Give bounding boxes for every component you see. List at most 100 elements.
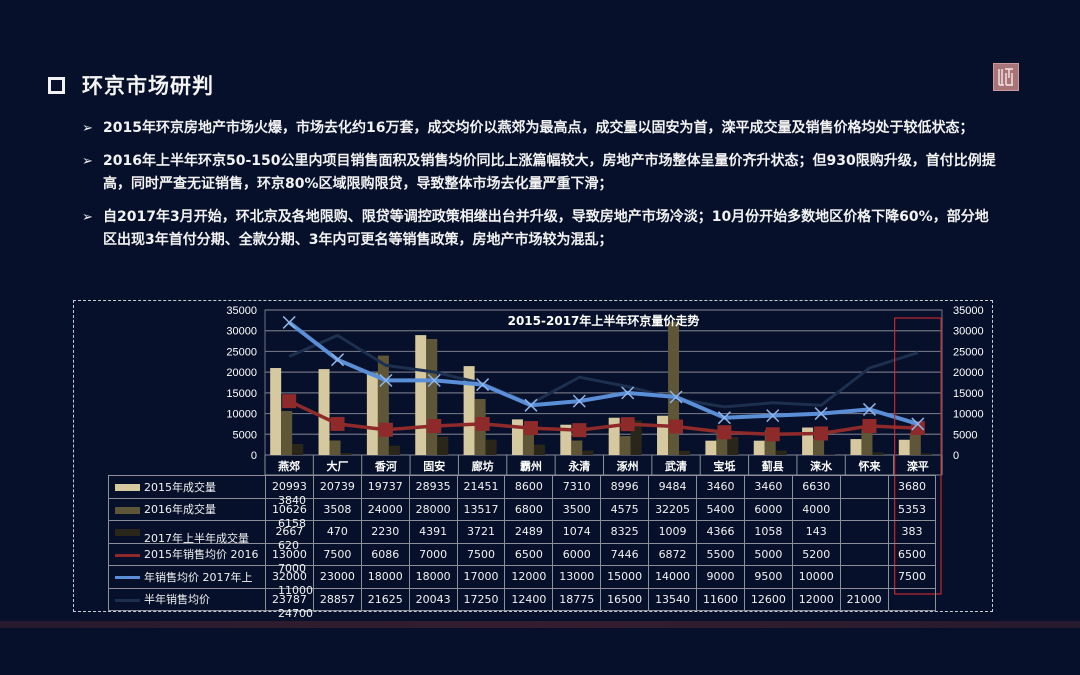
table-cell: 5200: [791, 542, 841, 566]
bar: [582, 450, 594, 455]
legend-label: 2015年成交量: [144, 480, 216, 494]
table-row: 半年销售均价 23787 24700 28857 21625 20043 17250 1240…: [108, 587, 937, 619]
table-cell: 28000: [408, 497, 458, 521]
bar: [764, 430, 776, 455]
bar: [630, 420, 642, 455]
table-cell: 7500: [456, 542, 506, 566]
bar: [872, 452, 884, 455]
table-cell: 4391: [408, 520, 458, 544]
table-cell: [839, 520, 889, 544]
x-category-label: 霸州: [520, 460, 542, 473]
y-tick-label-left: 20000: [226, 367, 257, 379]
bar: [571, 440, 583, 455]
x-category-label: 蓟县: [761, 459, 784, 473]
table-cell: 20739: [312, 475, 362, 499]
legend-label: 2015年销售均价 2016: [144, 548, 259, 562]
table-cell: 6500: [887, 542, 937, 566]
bar: [270, 368, 282, 455]
line-series: [288, 399, 918, 437]
square-marker-icon: [862, 419, 877, 433]
square-marker-icon: [330, 416, 345, 431]
bar: [463, 366, 475, 455]
table-cell: 3508: [312, 497, 362, 521]
x-category-label: 滦平: [907, 459, 929, 473]
bar: [426, 339, 438, 455]
x-category-label: 固安: [423, 459, 445, 473]
bar: [388, 445, 400, 455]
table-cell: 24000: [360, 497, 410, 521]
table-cell: 14000: [648, 565, 698, 589]
table-cell: 2489: [504, 520, 554, 544]
bar: [850, 439, 862, 455]
table-cell: 10000: [791, 565, 841, 589]
y-tick-label-right: 25000: [953, 346, 984, 358]
x-category-label: 武清: [665, 459, 687, 473]
bar: [437, 436, 449, 455]
square-marker-icon: [475, 416, 490, 431]
data-table: 2015年成交量 20993 3840 20739 19737 28935 21451 860…: [108, 475, 937, 619]
bar: [802, 427, 814, 455]
bar: [560, 424, 572, 455]
x-marker-icon: [572, 394, 586, 408]
bar: [824, 454, 836, 455]
table-cell: 143: [791, 520, 841, 544]
bar: [366, 373, 378, 455]
x-marker-icon: [766, 409, 780, 423]
bar: [281, 410, 293, 455]
bar: [753, 440, 765, 455]
x-marker-icon: [282, 315, 296, 329]
legend-label: 2017年上半年成交量: [144, 531, 249, 545]
x-marker-icon: [862, 402, 876, 416]
x-category-label: 燕郊: [278, 459, 300, 473]
table-cell: 3680: [887, 475, 937, 499]
page-title: 环京市场研判: [82, 74, 214, 98]
square-marker-icon: [378, 422, 393, 437]
bar: [716, 432, 728, 455]
square-marker-icon: [814, 426, 829, 441]
bar: [522, 426, 534, 455]
bar: [668, 321, 680, 455]
y-tick-label-right: 10000: [953, 409, 984, 421]
table-cell: 21451: [456, 475, 506, 499]
table-cell: 17250: [456, 587, 506, 611]
y-tick-label-right: 20000: [953, 367, 984, 379]
table-cell: 3460: [696, 475, 745, 499]
table-cell: 15000: [600, 565, 650, 589]
bar: [775, 450, 787, 455]
x-marker-icon: [427, 373, 441, 387]
legend-line-icon: [115, 598, 140, 602]
bullet-text: 自2017年3月开始，环北京及各地限购、限贷等调控政策相继出台并升级，导致房地产…: [103, 209, 989, 248]
arrow-bullet-icon: ➢: [82, 154, 93, 169]
square-marker-icon: [669, 419, 684, 434]
bar: [898, 439, 910, 455]
table-cell: 9484: [648, 475, 698, 499]
bar: [727, 436, 739, 455]
square-marker-icon: [427, 419, 442, 433]
chart-title: 2015-2017年上半年环京量价走势: [508, 313, 700, 328]
table-cell: 18000: [360, 565, 410, 589]
square-marker-icon: [572, 423, 587, 438]
arrow-bullet-icon: ➢: [82, 210, 93, 225]
table-cell: 8996: [600, 475, 650, 499]
table-cell: 17000: [456, 565, 506, 589]
table-cell: 10626 6158: [265, 497, 314, 529]
table-cell: 1074: [552, 520, 602, 544]
table-cell: 18775: [552, 587, 602, 611]
table-cell: 28857: [312, 587, 362, 611]
legend-line-icon: [115, 553, 140, 557]
table-row: 2016年成交量 10626 6158 3508 24000 28000 13517 6800…: [108, 497, 937, 529]
y-tick-label-right: 30000: [953, 326, 984, 338]
table-cell: 13540: [648, 587, 698, 611]
x-category-label: 香河: [374, 459, 397, 473]
table-cell: 6000: [552, 542, 602, 566]
table-cell: 8325: [600, 520, 650, 544]
legend-cell: 2015年成交量: [108, 475, 266, 499]
x-marker-icon: [911, 417, 925, 431]
table-cell: 8600: [504, 475, 554, 499]
bar: [340, 453, 352, 455]
table-cell: 13000: [552, 565, 602, 589]
x-category-label: 宝坻: [713, 459, 735, 473]
table-cell: 6500: [504, 542, 554, 566]
x-marker-icon: [621, 386, 635, 400]
square-marker-icon: [765, 427, 780, 442]
